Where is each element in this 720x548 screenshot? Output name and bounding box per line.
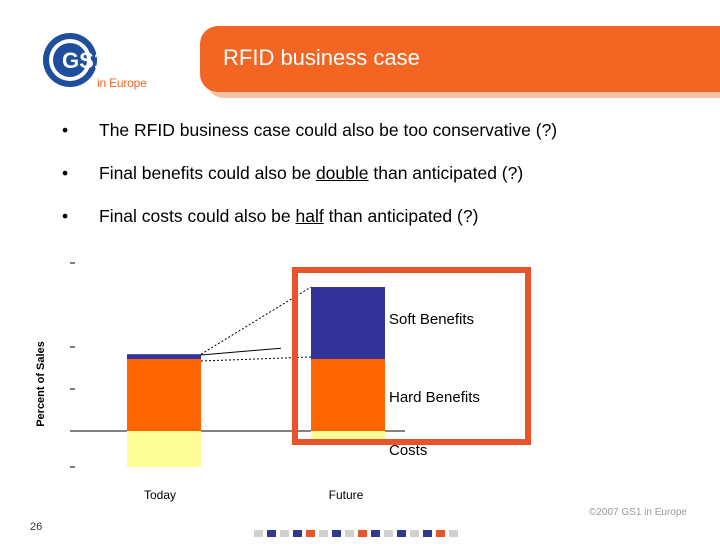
- footer-color-block: [410, 530, 419, 537]
- series-label-soft-benefits: Soft Benefits: [389, 311, 474, 328]
- footer-color-block: [423, 530, 432, 537]
- footer-color-block: [397, 530, 406, 537]
- series-label-hard-benefits: Hard Benefits: [389, 389, 480, 406]
- copyright-text: ©2007 GS1 in Europe: [589, 507, 687, 518]
- category-label-future: Future: [329, 488, 364, 502]
- footer-color-block: [358, 530, 367, 537]
- footer-color-block: [449, 530, 458, 537]
- footer-color-block: [293, 530, 302, 537]
- bar-soft-benefits-future: [311, 287, 385, 359]
- bar-hard-benefits-future: [311, 359, 385, 431]
- y-axis-label: Percent of Sales: [35, 341, 47, 427]
- footer-color-block: [345, 530, 354, 537]
- bar-soft-benefits-today: [127, 354, 201, 359]
- page-number: 26: [30, 521, 42, 533]
- footer-color-block: [254, 530, 263, 537]
- footer-color-block: [332, 530, 341, 537]
- connector-line: [201, 348, 281, 355]
- footer-color-block: [280, 530, 289, 537]
- footer-color-block: [436, 530, 445, 537]
- footer-color-block: [306, 530, 315, 537]
- bar-costs-today: [127, 431, 201, 467]
- footer-color-block: [371, 530, 380, 537]
- footer-color-block: [319, 530, 328, 537]
- category-label-today: Today: [144, 488, 176, 502]
- footer-color-strip: [254, 530, 462, 538]
- footer-color-block: [384, 530, 393, 537]
- bar-hard-benefits-today: [127, 359, 201, 431]
- footer-color-block: [267, 530, 276, 537]
